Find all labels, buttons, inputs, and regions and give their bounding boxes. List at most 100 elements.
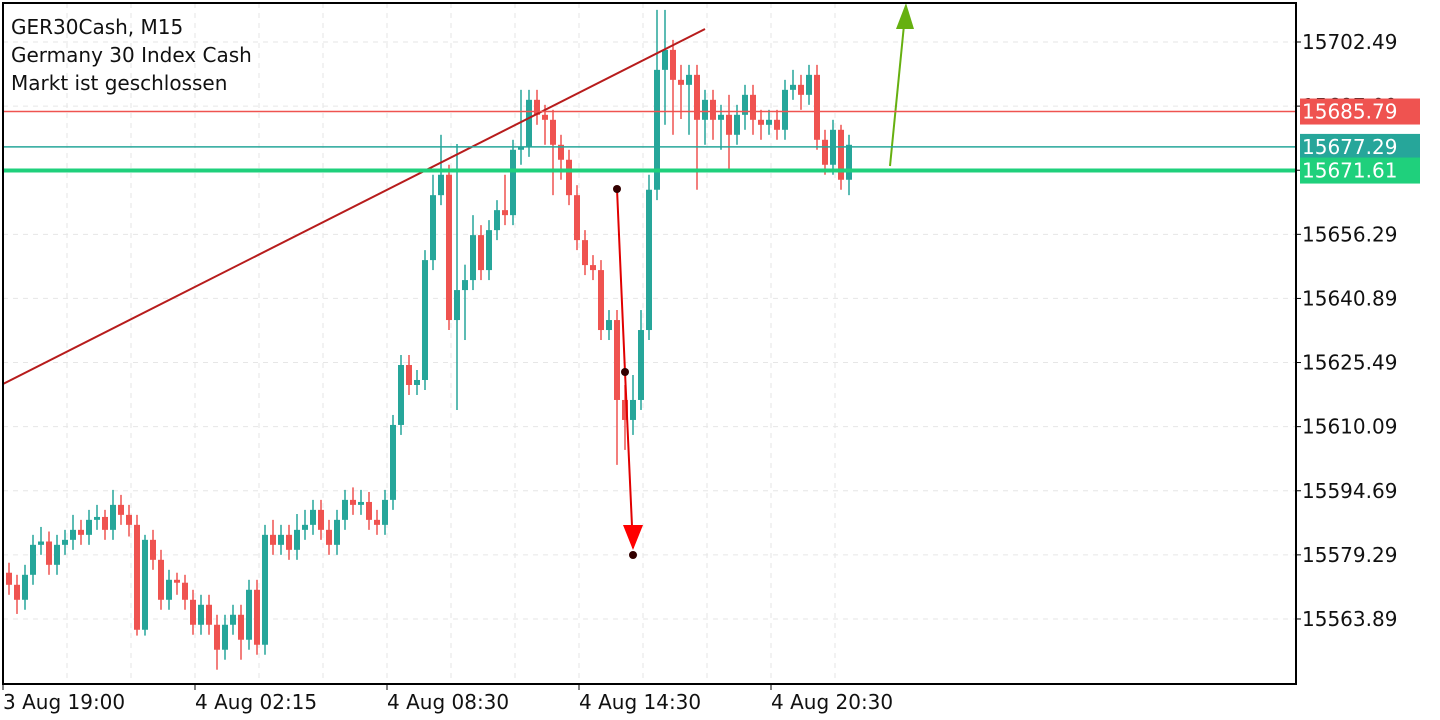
x-tick-label: 4 Aug 20:30 — [771, 690, 893, 714]
candle-body — [230, 614, 236, 625]
candle-body — [726, 114, 732, 135]
candle-body — [734, 114, 740, 135]
candle-body — [70, 529, 76, 540]
x-tick-label: 4 Aug 14:30 — [579, 690, 701, 714]
y-tick-label: 15656.29 — [1302, 222, 1397, 246]
anchor-point — [613, 185, 621, 193]
x-tick-label: 4 Aug 02:15 — [195, 690, 317, 714]
candle-body — [286, 534, 292, 550]
candle-body — [470, 235, 476, 281]
candle-body — [638, 330, 644, 400]
candle-body — [358, 501, 364, 505]
candle-body — [254, 589, 260, 645]
candle-body — [526, 99, 532, 147]
candle-body — [510, 149, 516, 216]
price-level-label: 15685.79 — [1302, 100, 1397, 124]
candle-body — [750, 94, 756, 120]
candle-body — [478, 235, 484, 271]
candle-body — [790, 84, 796, 90]
candle-body — [534, 99, 540, 115]
candle-body — [134, 524, 140, 630]
candle-body — [206, 604, 212, 625]
y-tick-label: 15579.29 — [1302, 543, 1397, 567]
candle-body — [622, 399, 628, 420]
candles — [6, 9, 852, 670]
candle-body — [598, 270, 604, 331]
candle-body — [318, 509, 324, 530]
candle-body — [590, 265, 596, 271]
candle-body — [302, 524, 308, 530]
anchor-point — [629, 551, 637, 559]
axes: 15563.89 15579.29 15594.69 15610.09 15625.49… — [2, 30, 1420, 714]
anchor-point — [621, 368, 629, 376]
candle-body — [710, 99, 716, 120]
candle-body — [814, 74, 820, 140]
candle-body — [390, 424, 396, 500]
arrow-head — [623, 525, 643, 550]
candle-body — [166, 579, 172, 600]
candle-body — [758, 119, 764, 125]
candle-body — [110, 504, 116, 530]
candle-body — [414, 379, 420, 385]
candle-body — [542, 114, 548, 120]
candle-body — [326, 529, 332, 545]
grid — [2, 3, 1296, 684]
y-tick-label: 15594.69 — [1302, 479, 1397, 503]
candle-body — [198, 604, 204, 625]
plot-frame — [2, 2, 1297, 685]
candle-body — [766, 119, 772, 125]
candle-body — [846, 144, 852, 180]
candle-body — [550, 119, 556, 145]
candle-body — [494, 210, 500, 231]
candle-body — [142, 539, 148, 630]
candle-body — [374, 519, 380, 525]
candle-body — [382, 499, 388, 525]
candle-body — [518, 146, 524, 150]
candle-body — [366, 501, 372, 520]
candle-body — [334, 519, 340, 545]
candle-body — [278, 534, 284, 545]
drawings — [2, 3, 914, 559]
candle-body — [118, 504, 124, 515]
candle-body — [798, 84, 804, 95]
candle-body — [78, 529, 84, 535]
candle-body — [22, 574, 28, 600]
candle-body — [678, 79, 684, 85]
candle-body — [86, 519, 92, 535]
candle-body — [342, 499, 348, 520]
y-tick-label: 15702.49 — [1302, 30, 1397, 54]
candle-body — [454, 290, 460, 321]
candle-body — [486, 230, 492, 271]
candle-body — [694, 74, 700, 120]
candle-body — [222, 624, 228, 650]
candle-body — [294, 529, 300, 550]
candle-body — [126, 514, 132, 525]
candle-body — [94, 516, 100, 520]
candle-body — [662, 49, 668, 70]
x-tick-label: 4 Aug 08:30 — [387, 690, 509, 714]
candle-body — [158, 559, 164, 600]
market-status: Markt ist geschlossen — [11, 71, 227, 95]
price-level-tag — [1300, 98, 1420, 125]
candle-body — [310, 509, 316, 525]
levels — [3, 110, 1296, 173]
candle-body — [38, 541, 44, 545]
candle-body — [422, 260, 428, 380]
candle-body — [14, 584, 20, 600]
candle-body — [182, 582, 188, 600]
price-level-label: 15677.29 — [1302, 135, 1397, 159]
candle-body — [774, 119, 780, 130]
candle-body — [782, 89, 788, 130]
arrow-head — [896, 3, 914, 29]
y-tick-label: 15563.89 — [1302, 607, 1397, 631]
candle-body — [438, 174, 444, 196]
price-level-tag — [1300, 157, 1420, 184]
candle-body — [102, 516, 108, 530]
candle-body — [406, 365, 412, 385]
candle-body — [6, 572, 12, 585]
x-tick-label: 3 Aug 19:00 — [3, 690, 125, 714]
candle-body — [614, 320, 620, 400]
candle-body — [838, 129, 844, 180]
y-tick-label: 15640.89 — [1302, 286, 1397, 310]
candle-body — [446, 174, 452, 321]
